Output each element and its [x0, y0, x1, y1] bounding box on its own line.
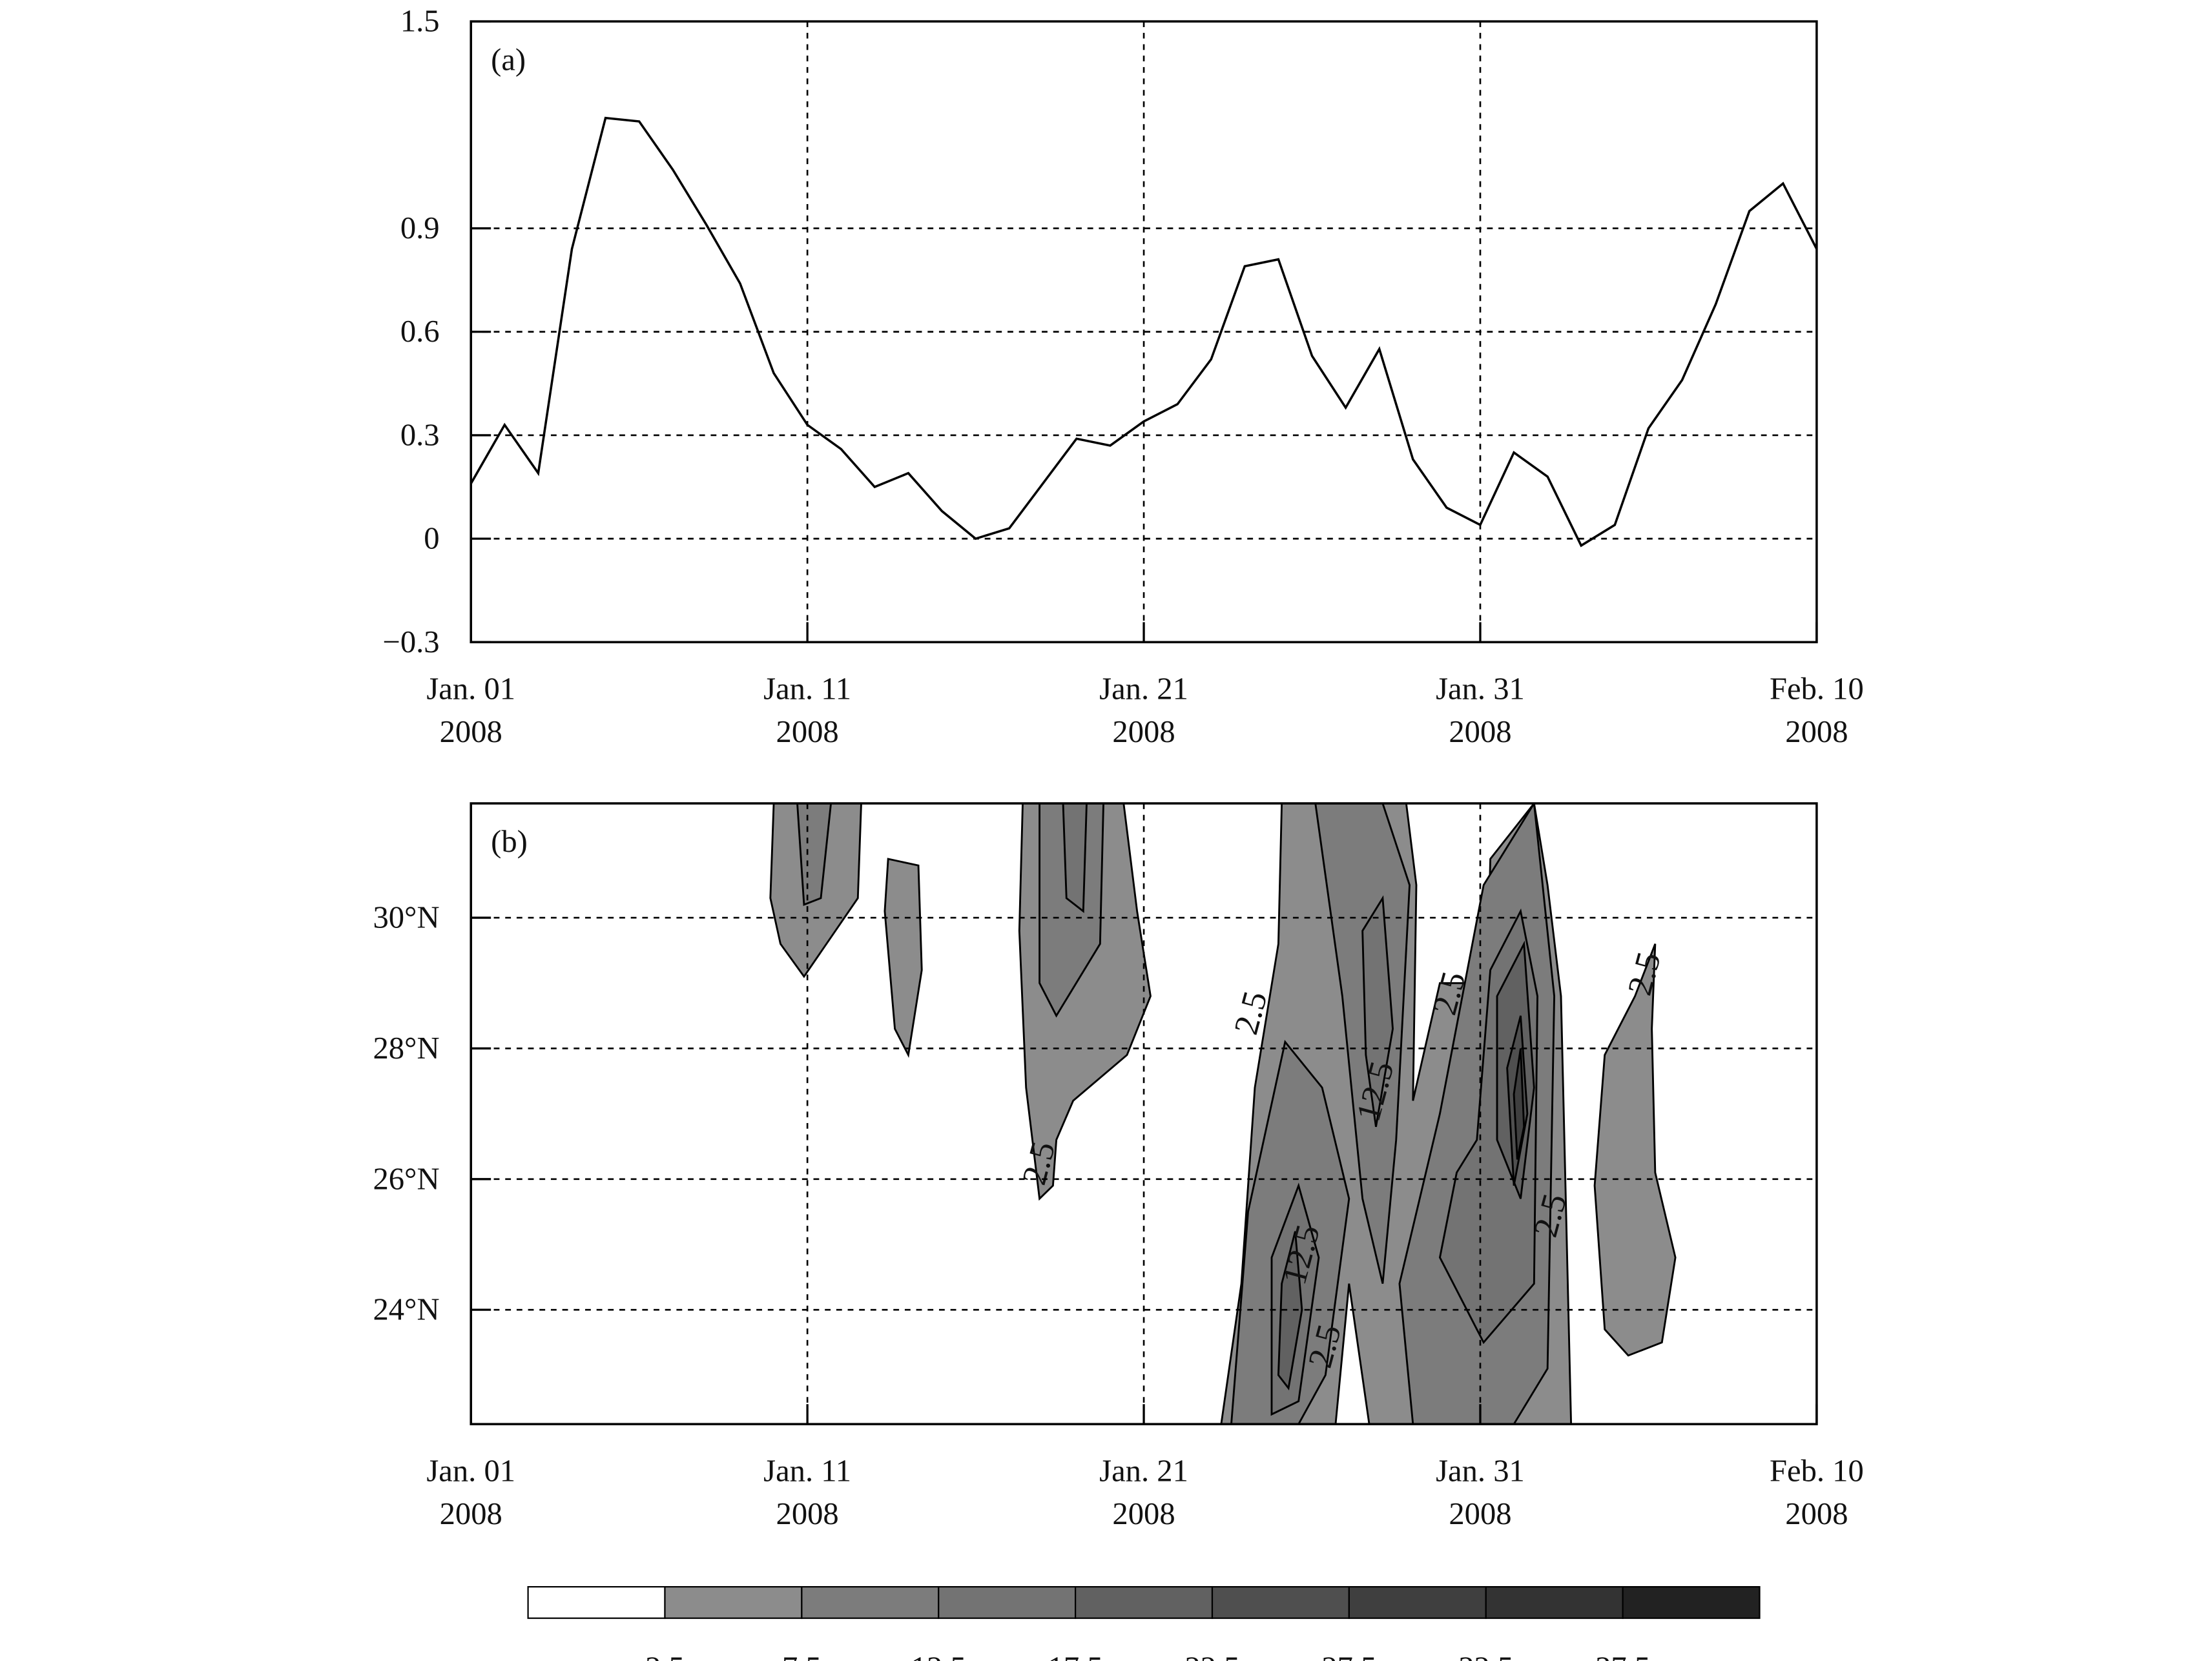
- y-tick-label: 0: [424, 521, 439, 556]
- x-tick-label: 2008: [1449, 714, 1511, 749]
- x-tick-label: Feb. 10: [1770, 1454, 1864, 1489]
- colorbar-box: [1622, 1585, 1761, 1619]
- x-tick-label: Jan. 11: [763, 1454, 851, 1489]
- contour-region: [1593, 944, 1677, 1357]
- y-tick-label: −0.3: [382, 624, 439, 659]
- contour-region: [884, 858, 923, 1058]
- x-tick-label: 2008: [440, 714, 502, 749]
- contour-region: [1314, 803, 1411, 1284]
- y-tick-label: 0.3: [400, 417, 440, 452]
- x-tick-label: Jan. 01: [426, 672, 515, 707]
- colorbar-box: [1211, 1585, 1350, 1619]
- x-tick-label: Jan. 31: [1436, 1454, 1525, 1489]
- x-tick-label: 2008: [776, 1496, 839, 1531]
- colorbar-label: 32.5: [1458, 1651, 1513, 1661]
- plot-area: 2.52.52.5 2.52.52.512.512.5: [769, 803, 1677, 1425]
- contour-region: [1039, 803, 1104, 1018]
- x-tick-label: 2008: [440, 1496, 502, 1531]
- x-tick-label: 2008: [1785, 1496, 1848, 1531]
- colorbar-box: [527, 1585, 666, 1619]
- contour-region: [1361, 895, 1394, 1128]
- x-tick-label: 2008: [1112, 714, 1175, 749]
- y-tick-label: 24°N: [373, 1292, 439, 1327]
- contour-region: [1062, 803, 1088, 913]
- colorbar-box: [938, 1585, 1077, 1619]
- colorbar-box: [664, 1585, 803, 1619]
- colorbar-label: 27.5: [1321, 1651, 1376, 1661]
- y-tick-label: 0.6: [400, 314, 440, 349]
- y-tick-label: 28°N: [373, 1031, 439, 1066]
- y-tick-label: 26°N: [373, 1161, 439, 1196]
- x-tick-label: 2008: [776, 714, 839, 749]
- contour-region: [796, 803, 832, 906]
- x-tick-label: Jan. 21: [1099, 672, 1188, 707]
- y-tick-label: 30°N: [373, 900, 439, 935]
- x-tick-label: Jan. 01: [426, 1454, 515, 1489]
- x-tick-label: 2008: [1449, 1496, 1511, 1531]
- colorbar-label: 12.5: [911, 1651, 966, 1661]
- x-tick-label: Jan. 21: [1099, 1454, 1188, 1489]
- colorbar-label: 7.5: [782, 1651, 822, 1661]
- colorbar-label: 2.5: [645, 1651, 685, 1661]
- contour-label: 2.5: [1015, 1138, 1062, 1189]
- contour-region: [1513, 1048, 1525, 1160]
- contour-label: 2.5: [1621, 948, 1668, 999]
- x-tick-label: Feb. 10: [1770, 672, 1864, 707]
- colorbar-box: [801, 1585, 940, 1619]
- colorbar-label: 37.5: [1595, 1651, 1650, 1661]
- y-tick-label: 1.5: [400, 4, 440, 39]
- colorbar-label: 17.5: [1048, 1651, 1103, 1661]
- x-tick-label: 2008: [1785, 714, 1848, 749]
- plot-frame: [470, 20, 1818, 644]
- panel-label: (b): [491, 824, 528, 859]
- colorbar-box: [1075, 1585, 1214, 1619]
- x-tick-label: Jan. 31: [1436, 672, 1525, 707]
- y-tick-label: 0.9: [400, 211, 440, 245]
- colorbar-label: 22.5: [1184, 1651, 1239, 1661]
- x-tick-label: Jan. 11: [763, 672, 851, 707]
- x-tick-label: 2008: [1112, 1496, 1175, 1531]
- plot-frame: [470, 802, 1818, 1425]
- colorbar-box: [1348, 1585, 1487, 1619]
- colorbar-box: [1485, 1585, 1624, 1619]
- panel-label: (a): [491, 42, 526, 77]
- contour-region: [1277, 1231, 1303, 1391]
